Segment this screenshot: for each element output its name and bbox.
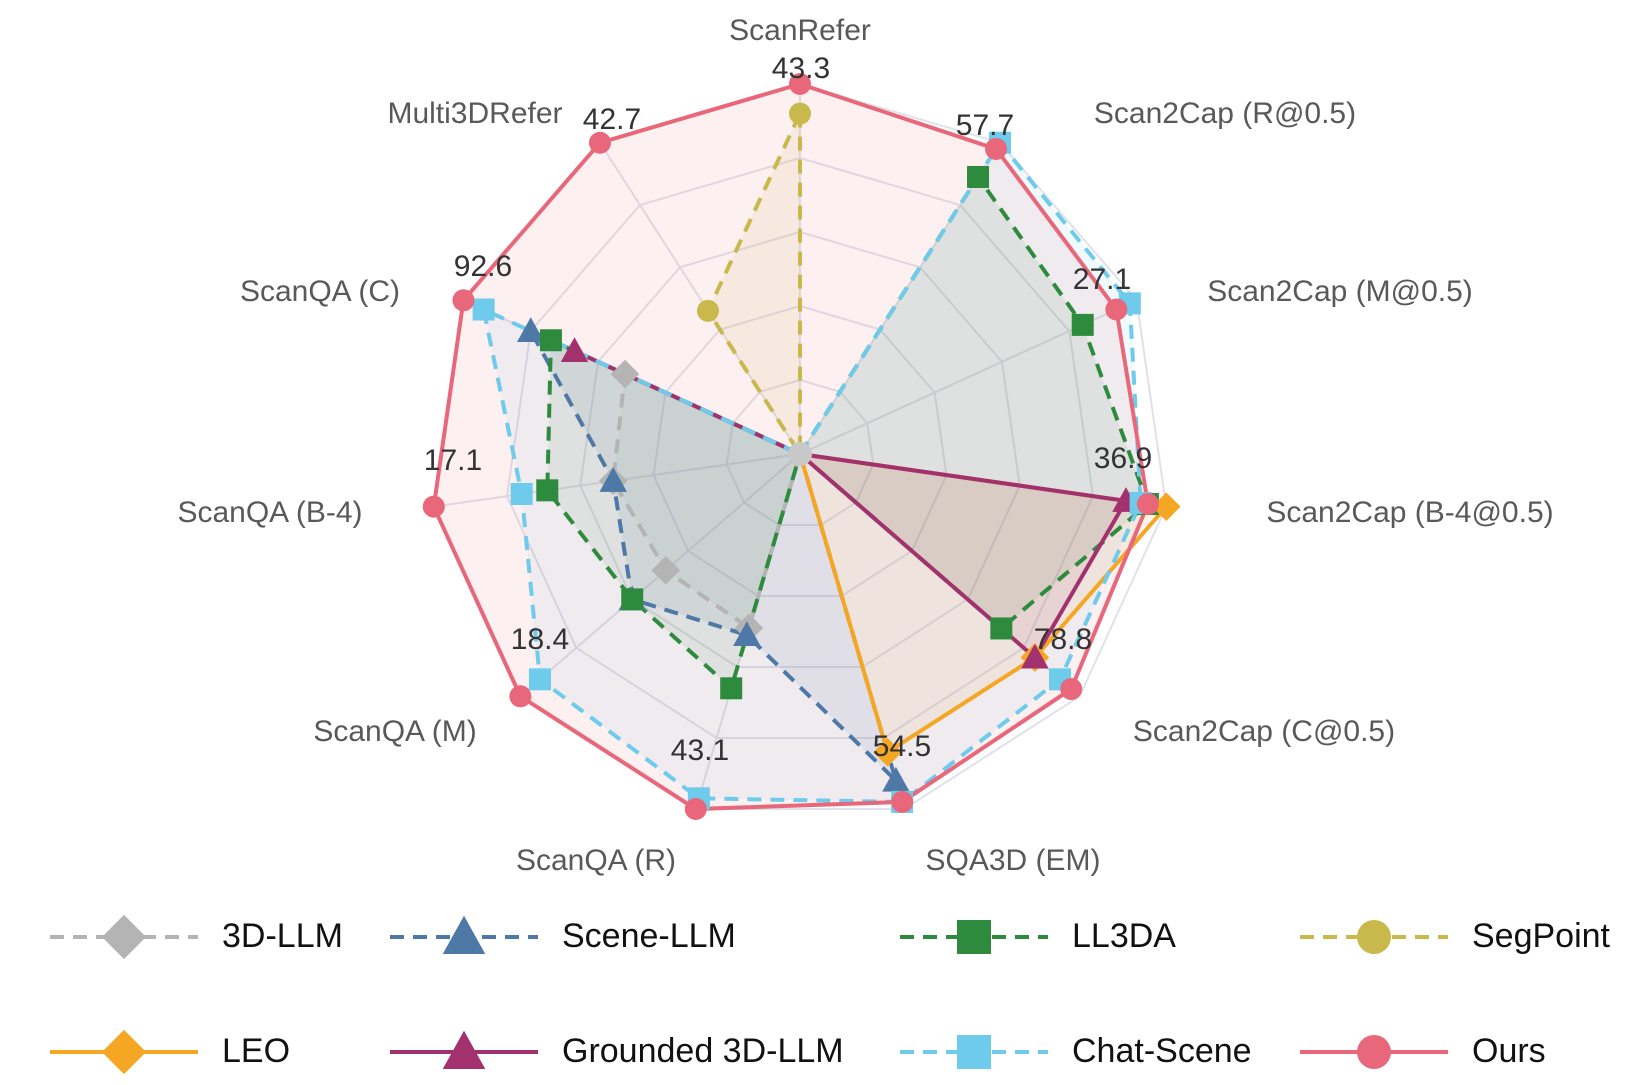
marker-leo-sqa3d-em xyxy=(873,737,902,767)
marker-ours-scanqa-m xyxy=(509,685,532,708)
marker-ours-sqa3d-em xyxy=(891,790,914,813)
series-fill-segpoint xyxy=(707,113,800,454)
legend-marker-grounded-3d-llm xyxy=(442,1030,486,1069)
marker-ll3da-scan2cap-c-0-5 xyxy=(990,617,1013,640)
marker-ours-scanqa-r xyxy=(684,798,707,821)
marker-ours-scan2cap-b-4-0-5 xyxy=(1136,493,1159,516)
value-label-scan2cap-b-4-0-5: 36.9 xyxy=(1094,442,1152,475)
series-fill-grounded-3d-llm xyxy=(574,351,1126,658)
value-label-scanqa-r: 43.1 xyxy=(671,734,729,767)
axis-labels: ScanRefer Scan2Cap (R@0.5) Scan2Cap (M@0.5… xyxy=(177,14,1553,877)
series-line-grounded-3d-llm xyxy=(572,349,1128,660)
series-line-ours xyxy=(431,82,1150,812)
marker-3d-llm-scanqa-m xyxy=(651,556,681,585)
marker-ours-scanrefer xyxy=(789,73,811,95)
series-fill-ll3da xyxy=(547,176,1148,689)
legend-marker-scene-llm xyxy=(442,915,486,954)
value-labels: 43.3 57.7 27.1 36.9 78.8 54.5 43.1 18.4 17.1 92.6… xyxy=(424,52,1152,767)
axis-label-scanqa-c: ScanQA (C) xyxy=(240,275,400,308)
legend-label-segpoint: SegPoint xyxy=(1472,917,1611,955)
series-fill-3d-llm xyxy=(613,374,800,628)
marker-ours-scan2cap-r-0-5 xyxy=(985,137,1008,160)
marker-scene-llm-sqa3d-em xyxy=(882,766,910,792)
axis-label-sqa3d-em: SQA3D (EM) xyxy=(925,844,1100,877)
marker-ours-scan2cap-m-0-5 xyxy=(1105,298,1128,321)
marker-segpoint-scanrefer xyxy=(789,102,811,125)
grid-ring-3 xyxy=(579,230,1021,669)
marker-scene-llm-scanqa-c xyxy=(516,317,545,343)
axis-label-scanrefer: ScanRefer xyxy=(729,14,871,47)
marker-ll3da-scanqa-c xyxy=(539,329,562,352)
marker-grounded-3d-llm-scan2cap-c-0-5 xyxy=(1021,643,1049,669)
marker-chat-scene-scanqa-m xyxy=(528,668,551,691)
legend-label-chat-scene: Chat-Scene xyxy=(1072,1032,1252,1070)
marker-leo-scan2cap-b-4-0-5 xyxy=(1151,492,1181,521)
marker-ll3da-scanqa-m xyxy=(621,588,644,611)
marker-scene-llm-scanqa-r xyxy=(733,621,761,647)
series-fills xyxy=(433,84,1167,810)
series-line-3d-llm xyxy=(611,372,802,630)
legend-label-scene-llm: Scene-LLM xyxy=(562,917,736,955)
value-label-scan2cap-r-0-5: 57.7 xyxy=(956,109,1014,142)
marker-ours-scan2cap-c-0-5 xyxy=(1060,678,1083,701)
axis-label-scan2cap-r-0-5: Scan2Cap (R@0.5) xyxy=(1094,97,1356,130)
axis-label-scan2cap-b-4-0-5: Scan2Cap (B-4@0.5) xyxy=(1266,496,1553,529)
value-label-sqa3d-em: 54.5 xyxy=(873,730,931,763)
series-fill-scene-llm xyxy=(530,331,896,781)
marker-chat-scene-scanqa-b-4 xyxy=(510,483,533,506)
legend-marker-chat-scene xyxy=(957,1035,991,1069)
legend-marker-segpoint xyxy=(1357,920,1391,954)
legend-marker-3d-llm xyxy=(101,914,147,960)
legend-marker-leo xyxy=(101,1029,147,1075)
series-line-chat-scene xyxy=(481,140,1143,804)
marker-segpoint-multi3drefer xyxy=(696,299,719,322)
value-label-scan2cap-c-0-5: 78.8 xyxy=(1034,623,1092,656)
grid-ring-4 xyxy=(505,156,1095,740)
legend-label-ll3da: LL3DA xyxy=(1072,917,1176,955)
axis-label-scan2cap-m-0-5: Scan2Cap (M@0.5) xyxy=(1207,275,1473,308)
marker-ours-scanqa-c xyxy=(452,289,475,312)
value-label-multi3drefer: 42.7 xyxy=(583,103,641,136)
legend-marker-ours xyxy=(1357,1035,1391,1069)
axis-label-multi3drefer: Multi3DRefer xyxy=(387,97,562,130)
legend-label-ours: Ours xyxy=(1472,1032,1546,1070)
legend-label-grounded-3d-llm: Grounded 3D-LLM xyxy=(562,1032,844,1070)
marker-ll3da-scan2cap-m-0-5 xyxy=(1071,313,1094,336)
value-label-scan2cap-m-0-5: 27.1 xyxy=(1073,263,1131,296)
value-label-scanqa-b-4: 17.1 xyxy=(424,444,482,477)
center-point xyxy=(788,442,812,466)
legend: 3D-LLM Scene-LLM LL3DA SegPoint LEO Grounded … xyxy=(50,914,1611,1075)
value-label-scanrefer: 43.3 xyxy=(772,52,830,85)
series-markers xyxy=(422,73,1181,821)
axis-label-scanqa-r: ScanQA (R) xyxy=(516,844,676,877)
series-fill-chat-scene xyxy=(483,142,1141,802)
axis-label-scanqa-m: ScanQA (M) xyxy=(313,715,476,748)
marker-ll3da-scan2cap-r-0-5 xyxy=(967,165,990,188)
marker-ours-multi3drefer xyxy=(588,131,611,154)
value-label-scanqa-m: 18.4 xyxy=(511,623,569,656)
legend-label-3d-llm: 3D-LLM xyxy=(222,917,343,955)
value-label-scanqa-c: 92.6 xyxy=(454,250,512,283)
marker-ll3da-scanqa-r xyxy=(720,677,743,700)
series-fill-leo xyxy=(800,454,1167,753)
legend-marker-ll3da xyxy=(957,920,991,954)
axis-label-scanqa-b-4: ScanQA (B-4) xyxy=(177,496,362,529)
marker-3d-llm-scanqa-c xyxy=(610,359,640,389)
grid-ring-1 xyxy=(725,378,875,527)
marker-scene-llm-scanqa-b-4 xyxy=(599,467,627,492)
grid-ring-2 xyxy=(652,304,948,598)
legend-label-leo: LEO xyxy=(222,1032,290,1070)
series-line-segpoint xyxy=(705,111,802,456)
marker-ll3da-scanqa-b-4 xyxy=(536,479,559,502)
axis-label-scan2cap-c-0-5: Scan2Cap (C@0.5) xyxy=(1133,715,1395,748)
marker-grounded-3d-llm-scanqa-c xyxy=(560,337,589,363)
marker-chat-scene-scanqa-c xyxy=(472,298,495,321)
marker-ours-scanqa-b-4 xyxy=(422,495,445,518)
